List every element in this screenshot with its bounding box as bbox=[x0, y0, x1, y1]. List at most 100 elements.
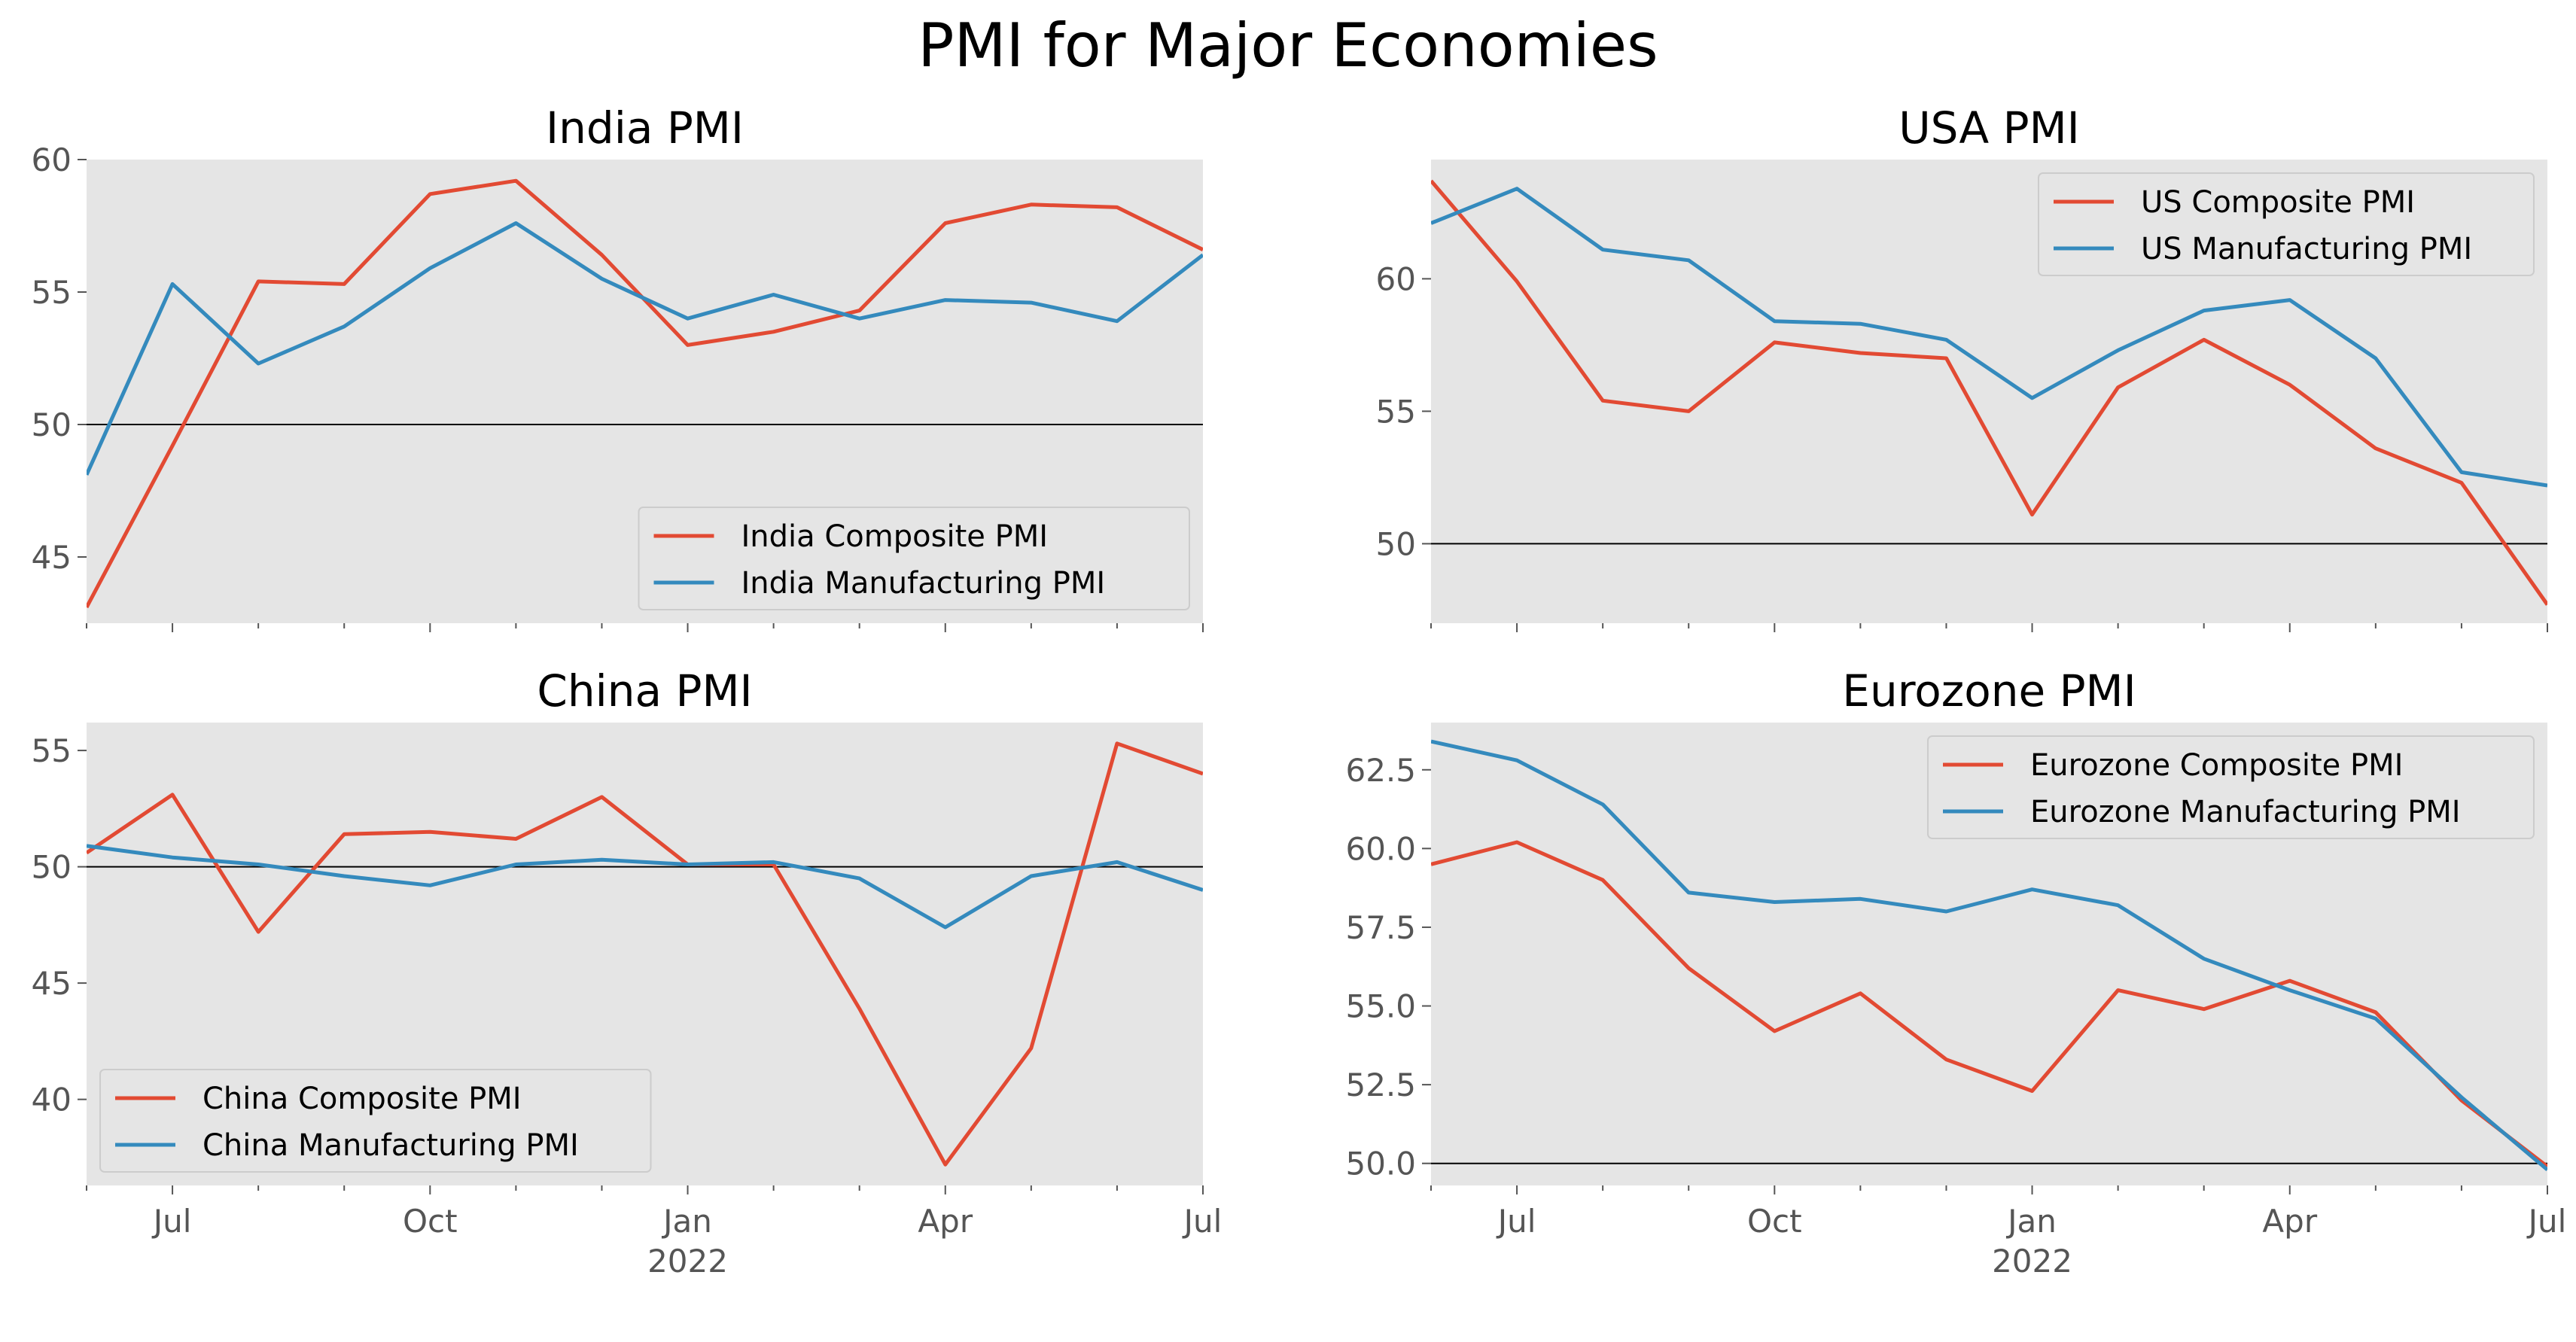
series-line-1 bbox=[87, 221, 1203, 476]
data-point bbox=[687, 318, 688, 319]
y-tick-label: 55 bbox=[32, 274, 72, 311]
subplot-1: USA PMI 50 55 60 US Composite PMI US Manufact… bbox=[1376, 102, 2548, 632]
data-point bbox=[2461, 472, 2462, 473]
data-point bbox=[2461, 1100, 2462, 1101]
data-point bbox=[1946, 911, 1947, 912]
data-point bbox=[773, 294, 774, 295]
data-point bbox=[172, 857, 173, 858]
legend: Eurozone Composite PMI Eurozone Manufactu… bbox=[1927, 735, 2535, 839]
legend-box bbox=[638, 507, 1190, 610]
data-point bbox=[1688, 892, 1689, 893]
data-point bbox=[601, 278, 602, 279]
legend: China Composite PMI China Manufacturing P… bbox=[99, 1069, 652, 1173]
data-point bbox=[172, 284, 173, 285]
series-line-1 bbox=[87, 844, 1203, 930]
data-point bbox=[1774, 1031, 1775, 1032]
y-tick-label: 60 bbox=[32, 142, 72, 178]
legend: India Composite PMI India Manufacturing P… bbox=[638, 507, 1190, 610]
legend-box bbox=[99, 1069, 652, 1173]
y-tick-label: 52.5 bbox=[1345, 1067, 1416, 1103]
series-line-0 bbox=[1431, 179, 2547, 606]
data-point bbox=[344, 326, 345, 327]
data-point bbox=[2203, 339, 2204, 340]
legend-label: Eurozone Composite PMI bbox=[2030, 748, 2403, 783]
x-tick-label: Jul bbox=[1182, 1203, 1223, 1240]
y-tick-label: 40 bbox=[32, 1082, 72, 1118]
data-point bbox=[1688, 968, 1689, 969]
y-tick-label: 57.5 bbox=[1345, 909, 1416, 946]
y-tick-label: 60 bbox=[1376, 260, 1416, 297]
series-line-1 bbox=[1431, 187, 2547, 488]
legend-box bbox=[2038, 172, 2535, 276]
data-point bbox=[1517, 760, 1518, 761]
x-tick-year-label: 2022 bbox=[647, 1243, 728, 1280]
data-point bbox=[687, 864, 688, 865]
subplot-title: USA PMI bbox=[1899, 102, 2080, 154]
subplot-title: India PMI bbox=[546, 102, 744, 154]
data-point bbox=[172, 794, 173, 795]
data-point bbox=[344, 875, 345, 876]
data-point bbox=[1116, 743, 1117, 744]
x-tick-label: Jan bbox=[661, 1203, 712, 1240]
x-tick-label: Apr bbox=[2262, 1203, 2317, 1240]
y-tick-label: 55 bbox=[1376, 393, 1416, 430]
data-point bbox=[430, 885, 431, 886]
y-tick-label: 45 bbox=[32, 965, 72, 1002]
x-tick-label: Jan bbox=[2005, 1203, 2057, 1240]
data-point bbox=[1116, 207, 1117, 208]
data-point bbox=[1860, 352, 1861, 353]
data-point bbox=[773, 862, 774, 863]
x-tick-year-label: 2022 bbox=[1992, 1243, 2072, 1280]
subplot-3: Eurozone PMI 50.0 52.5 55.0 57.5 60.0 62.5 Jul O… bbox=[1345, 665, 2566, 1280]
series-line-0 bbox=[87, 741, 1203, 1167]
legend-label: Eurozone Manufacturing PMI bbox=[2030, 795, 2461, 829]
series-line-0 bbox=[1431, 840, 2547, 1168]
data-point bbox=[258, 932, 259, 933]
legend-label: US Manufacturing PMI bbox=[2141, 232, 2472, 266]
y-tick-label: 55.0 bbox=[1345, 988, 1416, 1025]
legend: US Composite PMI US Manufacturing PMI bbox=[2038, 172, 2535, 276]
legend-label: China Composite PMI bbox=[202, 1082, 522, 1116]
data-point bbox=[1860, 993, 1861, 994]
y-tick-label: 50.0 bbox=[1345, 1146, 1416, 1182]
x-tick-label: Apr bbox=[918, 1203, 973, 1240]
x-tick-label: Jul bbox=[151, 1203, 192, 1240]
data-point bbox=[344, 834, 345, 835]
figure-title: PMI for Major Economies bbox=[918, 11, 1658, 81]
y-tick-label: 60.0 bbox=[1345, 830, 1416, 867]
data-point bbox=[773, 864, 774, 865]
data-point bbox=[1946, 339, 1947, 340]
data-point bbox=[1116, 862, 1117, 863]
y-tick-label: 50 bbox=[1376, 525, 1416, 562]
data-point bbox=[2375, 448, 2376, 449]
data-point bbox=[859, 878, 860, 879]
subplot-title: Eurozone PMI bbox=[1842, 665, 2136, 717]
data-point bbox=[1688, 411, 1689, 412]
data-point bbox=[2203, 958, 2204, 959]
legend-box bbox=[1927, 735, 2535, 839]
data-point bbox=[1946, 1059, 1947, 1060]
data-point bbox=[2375, 1018, 2376, 1019]
data-point bbox=[2375, 358, 2376, 359]
y-tick-label: 45 bbox=[32, 539, 72, 576]
data-point bbox=[773, 331, 774, 332]
y-tick-label: 62.5 bbox=[1345, 752, 1416, 789]
legend-label: India Manufacturing PMI bbox=[741, 566, 1106, 601]
legend-label: China Manufacturing PMI bbox=[202, 1128, 579, 1163]
data-point bbox=[430, 193, 431, 194]
series-line-1 bbox=[1431, 739, 2547, 1172]
data-point bbox=[859, 310, 860, 311]
data-point bbox=[1517, 188, 1518, 189]
data-point bbox=[859, 318, 860, 319]
data-point bbox=[2203, 310, 2204, 311]
y-tick-label: 50 bbox=[32, 849, 72, 886]
data-point bbox=[430, 268, 431, 269]
data-point bbox=[344, 284, 345, 285]
subplot-title: China PMI bbox=[537, 665, 752, 717]
x-tick-label: Oct bbox=[403, 1203, 458, 1240]
data-point bbox=[2461, 482, 2462, 483]
legend-label: India Composite PMI bbox=[741, 519, 1049, 554]
